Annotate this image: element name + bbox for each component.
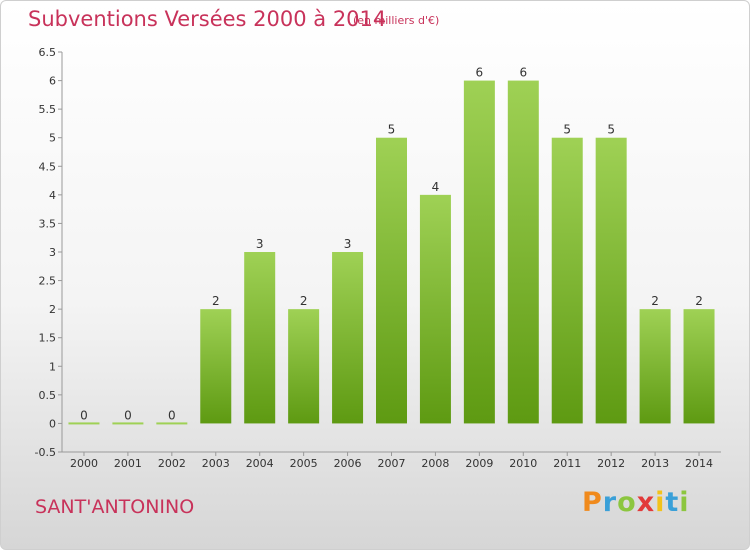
- data-label: 6: [476, 66, 484, 80]
- data-label: 5: [607, 123, 615, 137]
- data-label: 2: [212, 294, 220, 308]
- data-label: 2: [695, 294, 703, 308]
- x-tick-label: 2012: [597, 457, 625, 470]
- data-label: 5: [388, 123, 396, 137]
- bar-2001: [112, 422, 144, 425]
- data-label: 3: [256, 237, 264, 251]
- x-tick-label: 2011: [553, 457, 581, 470]
- commune-name: SANT'ANTONINO: [35, 496, 195, 518]
- bar-2011: [551, 137, 583, 424]
- data-label: 5: [563, 123, 571, 137]
- y-tick-label: 4: [49, 189, 56, 202]
- data-label: 0: [80, 408, 88, 422]
- y-tick-label: 1: [49, 360, 56, 373]
- data-label: 0: [124, 408, 132, 422]
- data-label: 0: [168, 408, 176, 422]
- bar-2010: [507, 80, 539, 424]
- y-tick-label: 3.5: [39, 217, 57, 230]
- y-tick-label: 5: [49, 132, 56, 145]
- proxiti-logo: Proxiti: [582, 487, 690, 518]
- x-tick-label: 2014: [685, 457, 713, 470]
- x-tick-label: 2010: [509, 457, 537, 470]
- data-label: 6: [519, 66, 527, 80]
- bar-2003: [200, 309, 232, 424]
- x-tick-label: 2005: [290, 457, 318, 470]
- y-tick-label: 3: [49, 246, 56, 259]
- y-tick-label: 6: [49, 75, 56, 88]
- y-tick-label: 6.5: [39, 46, 57, 59]
- y-tick-label: 1.5: [39, 332, 57, 345]
- x-tick-label: 2004: [246, 457, 274, 470]
- data-label: 4: [432, 180, 440, 194]
- y-tick-label: 2: [49, 303, 56, 316]
- x-tick-label: 2008: [421, 457, 449, 470]
- data-label: 3: [344, 237, 352, 251]
- x-tick-label: 2002: [158, 457, 186, 470]
- bar-2000: [68, 422, 100, 425]
- bar-2013: [639, 309, 671, 424]
- y-tick-label: 5.5: [39, 103, 57, 116]
- y-tick-label: 0.5: [39, 389, 57, 402]
- bar-2008: [419, 194, 451, 424]
- x-tick-label: 2013: [641, 457, 669, 470]
- bar-2004: [244, 252, 276, 424]
- bar-2005: [288, 309, 320, 424]
- y-tick-label: 4.5: [39, 160, 57, 173]
- y-tick-label: 0: [49, 417, 56, 430]
- bar-2007: [376, 137, 407, 424]
- bar-2006: [332, 252, 364, 424]
- bar-2012: [595, 137, 627, 424]
- x-tick-label: 2009: [465, 457, 493, 470]
- data-label: 2: [651, 294, 659, 308]
- x-tick-label: 2007: [378, 457, 406, 470]
- bar-2014: [683, 309, 715, 424]
- x-tick-label: 2003: [202, 457, 230, 470]
- x-tick-label: 2006: [334, 457, 362, 470]
- chart-title: Subventions Versées 2000 à 2014: [28, 7, 387, 31]
- bar-2009: [463, 80, 495, 424]
- x-tick-label: 2001: [114, 457, 142, 470]
- y-tick-label: -0.5: [35, 446, 56, 459]
- bar-2002: [156, 422, 188, 425]
- data-label: 2: [300, 294, 308, 308]
- unit-note: (en milliers d'€): [353, 14, 440, 27]
- y-tick-label: 2.5: [39, 275, 57, 288]
- x-tick-label: 2000: [70, 457, 98, 470]
